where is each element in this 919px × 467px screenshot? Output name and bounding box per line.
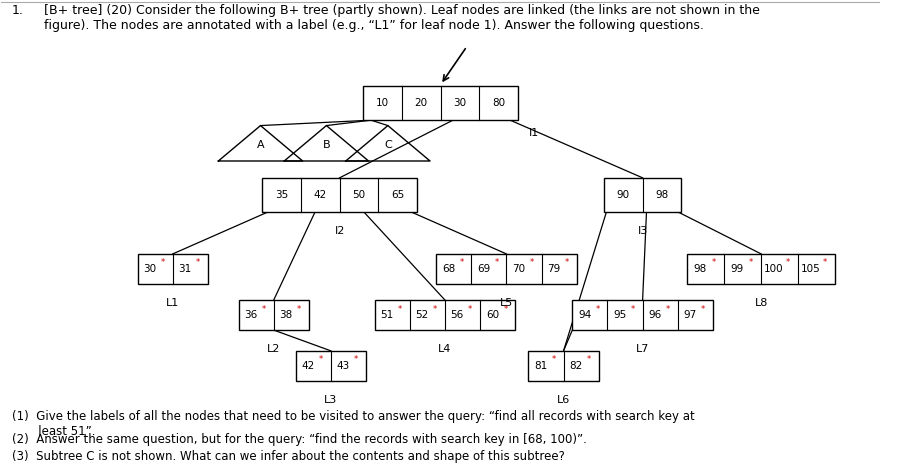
Text: 65: 65 xyxy=(391,190,404,200)
Text: 60: 60 xyxy=(486,310,499,320)
Text: 97: 97 xyxy=(684,310,697,320)
FancyBboxPatch shape xyxy=(604,178,681,212)
Text: 36: 36 xyxy=(244,310,257,320)
FancyBboxPatch shape xyxy=(138,254,208,284)
Text: L7: L7 xyxy=(636,344,650,354)
Text: [B+ tree] (20) Consider the following B+ tree (partly shown). Leaf nodes are lin: [B+ tree] (20) Consider the following B+… xyxy=(43,4,759,32)
Text: *: * xyxy=(749,258,753,268)
Text: (1)  Give the labels of all the nodes that need to be visited to answer the quer: (1) Give the labels of all the nodes tha… xyxy=(12,410,695,438)
Text: (2)  Answer the same question, but for the query: “find the records with search : (2) Answer the same question, but for th… xyxy=(12,433,587,446)
Text: I3: I3 xyxy=(638,226,648,236)
FancyBboxPatch shape xyxy=(437,254,577,284)
Text: 35: 35 xyxy=(275,190,289,200)
Text: *: * xyxy=(551,355,556,364)
Text: *: * xyxy=(494,258,499,268)
Text: *: * xyxy=(823,258,827,268)
Text: 30: 30 xyxy=(143,264,156,274)
Text: 42: 42 xyxy=(301,361,314,371)
Text: *: * xyxy=(565,258,569,268)
Text: A: A xyxy=(256,141,265,150)
Text: 80: 80 xyxy=(492,98,505,108)
Text: C: C xyxy=(384,141,391,150)
Text: 43: 43 xyxy=(336,361,350,371)
FancyBboxPatch shape xyxy=(363,85,518,120)
Text: *: * xyxy=(665,304,670,313)
Text: (3)  Subtree C is not shown. What can we infer about the contents and shape of t: (3) Subtree C is not shown. What can we … xyxy=(12,450,565,463)
FancyBboxPatch shape xyxy=(296,351,366,381)
Text: 81: 81 xyxy=(534,361,548,371)
Text: *: * xyxy=(786,258,789,268)
Text: 50: 50 xyxy=(352,190,366,200)
Text: *: * xyxy=(630,304,635,313)
FancyBboxPatch shape xyxy=(375,300,516,330)
Text: 68: 68 xyxy=(442,264,455,274)
Text: *: * xyxy=(712,258,716,268)
Text: *: * xyxy=(529,258,534,268)
Text: L3: L3 xyxy=(324,395,337,404)
Text: *: * xyxy=(701,304,705,313)
Text: B: B xyxy=(323,141,330,150)
Text: 79: 79 xyxy=(548,264,561,274)
Text: *: * xyxy=(586,355,591,364)
Text: 56: 56 xyxy=(450,310,464,320)
Text: 95: 95 xyxy=(613,310,627,320)
Text: 52: 52 xyxy=(415,310,429,320)
Text: 20: 20 xyxy=(414,98,428,108)
FancyBboxPatch shape xyxy=(687,254,835,284)
Text: *: * xyxy=(504,304,507,313)
FancyBboxPatch shape xyxy=(239,300,309,330)
FancyBboxPatch shape xyxy=(573,300,713,330)
Text: 94: 94 xyxy=(578,310,591,320)
Text: 10: 10 xyxy=(376,98,389,108)
FancyBboxPatch shape xyxy=(528,351,598,381)
Text: 90: 90 xyxy=(617,190,630,200)
Text: *: * xyxy=(596,304,600,313)
Text: 31: 31 xyxy=(178,264,191,274)
Text: *: * xyxy=(262,304,266,313)
Text: L4: L4 xyxy=(438,344,451,354)
Text: 38: 38 xyxy=(279,310,292,320)
Text: 100: 100 xyxy=(765,264,784,274)
Text: L6: L6 xyxy=(557,395,570,404)
Text: 1.: 1. xyxy=(12,4,24,17)
Text: *: * xyxy=(398,304,403,313)
Text: 69: 69 xyxy=(477,264,490,274)
Text: L8: L8 xyxy=(754,298,768,308)
Text: *: * xyxy=(196,258,200,268)
Text: 98: 98 xyxy=(655,190,668,200)
Text: 105: 105 xyxy=(801,264,821,274)
Text: L5: L5 xyxy=(500,298,513,308)
Text: 42: 42 xyxy=(313,190,327,200)
Text: *: * xyxy=(161,258,165,268)
Text: *: * xyxy=(297,304,301,313)
Text: I2: I2 xyxy=(335,226,345,236)
Text: 30: 30 xyxy=(453,98,467,108)
Text: 98: 98 xyxy=(694,264,707,274)
Text: *: * xyxy=(433,304,437,313)
Text: 99: 99 xyxy=(731,264,743,274)
Text: *: * xyxy=(468,304,472,313)
Text: 70: 70 xyxy=(512,264,526,274)
Text: 96: 96 xyxy=(648,310,662,320)
Text: *: * xyxy=(319,355,323,364)
Text: 82: 82 xyxy=(569,361,583,371)
Text: L2: L2 xyxy=(267,344,280,354)
Text: I1: I1 xyxy=(528,128,539,139)
FancyBboxPatch shape xyxy=(262,178,417,212)
Text: 51: 51 xyxy=(380,310,393,320)
Text: L1: L1 xyxy=(166,298,179,308)
Text: *: * xyxy=(460,258,463,268)
Text: *: * xyxy=(354,355,358,364)
